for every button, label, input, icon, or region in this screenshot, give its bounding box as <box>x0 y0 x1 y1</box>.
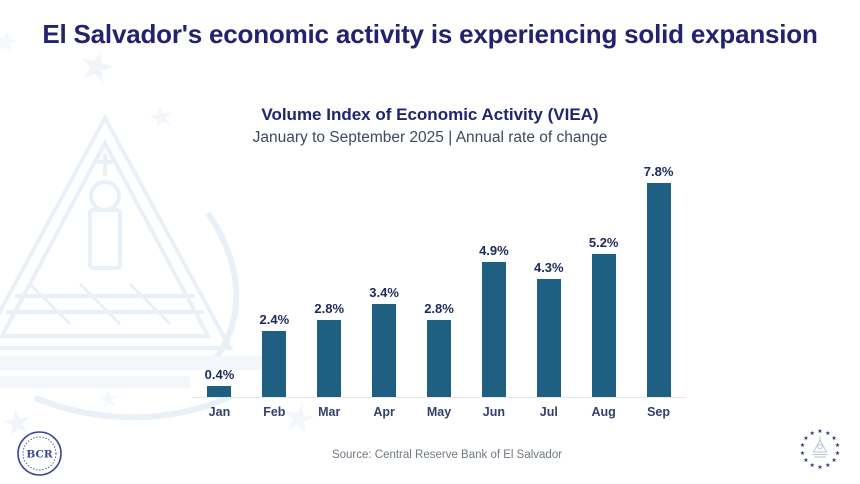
bar-value-label-apr: 3.4% <box>369 284 399 300</box>
bar-value-label-jan: 0.4% <box>204 367 235 382</box>
x-axis-label-jan: Jan <box>208 405 231 419</box>
bar-value-label-jul: 4.3% <box>533 259 564 275</box>
bar-value-label-may: 2.8% <box>424 301 454 316</box>
bar-column-mar: 2.8% <box>302 301 357 397</box>
x-axis-label-feb: Feb <box>263 405 286 419</box>
x-axis-label-may: May <box>426 405 452 419</box>
emblem-star-icon: ★ <box>817 464 822 471</box>
bar-mar <box>317 320 342 397</box>
bar-column-aug: 5.2% <box>576 235 631 397</box>
emblem-star-icon: ★ <box>825 430 830 437</box>
bcr-logo-icon: BCR <box>17 431 62 476</box>
bar-sep <box>646 182 671 397</box>
slide-title: El Salvador's economic activity is exper… <box>42 19 818 49</box>
x-axis-label-apr: Apr <box>373 405 395 419</box>
bar-chart: 0.4% 2.4% 2.8% 3.4% 2.8% 4.9% 4.3% 5.2% 7.8% Jan… <box>192 160 686 419</box>
emblem-star-icon: ★ <box>825 462 830 469</box>
emblem-star-icon: ★ <box>800 442 805 449</box>
x-axis-label-aug: Aug <box>591 405 616 419</box>
bar-jul <box>536 278 561 397</box>
emblem-star-icon: ★ <box>800 450 805 457</box>
x-axis-label-jul: Jul <box>539 405 558 419</box>
bar-feb <box>262 331 287 397</box>
el-salvador-emblem-icon: ★ ★★★★★★★★★★★★★ <box>800 428 840 471</box>
bar-column-jun: 4.9% <box>466 243 521 397</box>
chart-title: Volume Index of Economic Activity (VIEA) <box>261 105 599 124</box>
emblem-star-icon: ★ <box>835 450 840 457</box>
x-axis-label-sep: Sep <box>647 405 671 419</box>
emblem-star-icon: ★ <box>831 435 836 442</box>
source-note: Source: Central Reserve Bank of El Salva… <box>331 449 563 461</box>
bar-column-jul: 4.3% <box>521 260 576 397</box>
emblem-star-icon: ★ <box>803 457 808 464</box>
chart-heading: Volume Index of Economic Activity (VIEA)… <box>160 105 700 147</box>
bar-column-feb: 2.4% <box>247 312 302 397</box>
emblem-star-icon: ★ <box>835 442 840 449</box>
x-axis-label-mar: Mar <box>318 405 341 419</box>
emblem-star-ring: ★ ★★★★★★★★★★★★★ <box>800 428 840 471</box>
emblem-star-icon: ★ <box>831 457 836 464</box>
star-watermark-icon <box>97 387 121 413</box>
bar-column-jan: 0.4% <box>192 367 247 397</box>
bar-aug <box>591 254 616 397</box>
bar-value-label-aug: 5.2% <box>588 235 619 250</box>
bar-column-apr: 3.4% <box>357 284 412 397</box>
bcr-logo-text: BCR <box>26 449 52 461</box>
emblem-star-icon: ★ <box>817 428 822 435</box>
bar-value-label-sep: 7.8% <box>643 163 674 179</box>
x-axis-labels: Jan Feb Mar Apr May Jun Jul Aug Sep <box>192 398 686 419</box>
bar-value-label-feb: 2.4% <box>259 312 290 327</box>
bar-value-label-jun: 4.9% <box>479 243 509 259</box>
bar-value-label-mar: 2.8% <box>314 301 345 316</box>
emblem-star-icon: ★ <box>803 435 808 442</box>
bar-jun <box>481 262 506 397</box>
bar-chart-plot: 0.4% 2.4% 2.8% 3.4% 2.8% 4.9% 4.3% 5.2% 7.8% <box>192 160 686 398</box>
x-axis-label-jun: Jun <box>482 405 506 419</box>
emblem-star-icon: ★ <box>810 462 815 469</box>
bar-may <box>427 320 451 397</box>
chart-subtitle: January to September 2025 | Annual rate … <box>252 129 608 146</box>
bar-jan <box>207 386 232 397</box>
bar-apr <box>372 303 397 397</box>
bar-column-sep: 7.8% <box>631 163 686 397</box>
emblem-star-icon: ★ <box>810 430 815 437</box>
bar-column-may: 2.8% <box>412 301 467 397</box>
